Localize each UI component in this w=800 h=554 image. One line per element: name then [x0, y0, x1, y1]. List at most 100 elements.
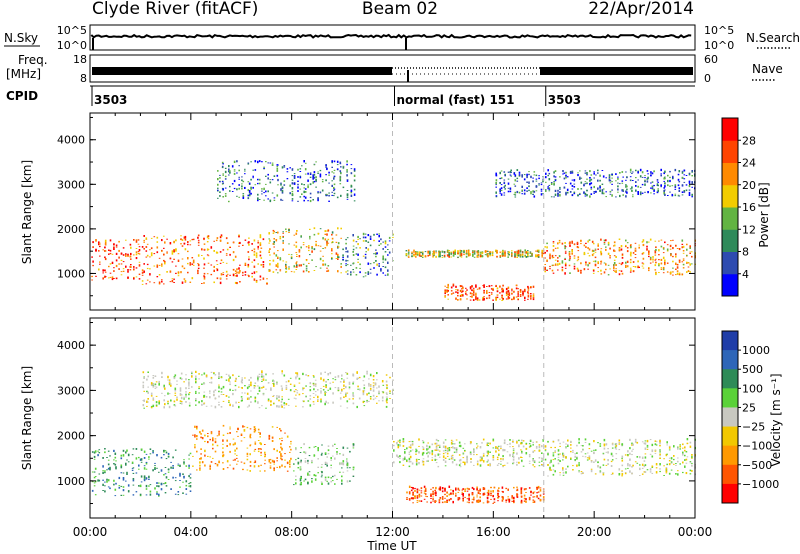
echo-cell [407, 251, 410, 253]
echo-cell [280, 385, 283, 387]
echo-cell [287, 380, 290, 383]
echo-cell [291, 200, 294, 202]
echo-cell [438, 446, 441, 448]
echo-cell [152, 404, 155, 408]
echo-cell [164, 467, 167, 468]
echo-cell [644, 464, 647, 466]
echo-cell [375, 253, 377, 255]
echo-cell [611, 177, 613, 179]
echo-cell [476, 445, 479, 447]
echo-cell [664, 178, 666, 180]
echo-cell [273, 230, 275, 233]
echo-cell [355, 241, 358, 243]
echo-cell [221, 181, 224, 183]
echo-cell [224, 187, 227, 189]
echo-cell [416, 500, 419, 502]
echo-cell [198, 392, 200, 394]
echo-cell [429, 251, 431, 254]
echo-cell [122, 494, 125, 496]
echo-cell [185, 387, 187, 390]
echo-cell [325, 194, 327, 196]
echo-cell [611, 183, 613, 185]
echo-cell [644, 175, 646, 177]
echo-cell [341, 479, 343, 482]
echo-cell [507, 295, 510, 298]
echo-cell [457, 251, 459, 253]
echo-cell [321, 471, 323, 474]
echo-cell [248, 386, 250, 388]
echo-cell [501, 294, 503, 297]
echo-cell [599, 189, 601, 192]
echo-cell [466, 298, 468, 300]
echo-cell [605, 464, 608, 466]
echo-cell [115, 259, 118, 262]
echo-cell [674, 185, 677, 187]
echo-cell [244, 392, 246, 394]
echo-cell [430, 497, 432, 499]
echo-cell [259, 242, 262, 245]
echo-cell [147, 401, 149, 403]
echo-cell [495, 299, 497, 301]
echo-cell [104, 241, 107, 244]
echo-cell [658, 259, 660, 261]
echo-cell [458, 444, 461, 447]
echo-cell [609, 190, 612, 192]
echo-cell [641, 183, 644, 186]
echo-cell [152, 375, 155, 377]
echo-cell [210, 431, 213, 433]
echo-cell [109, 252, 112, 255]
echo-cell [122, 486, 125, 488]
echo-cell [427, 442, 429, 444]
echo-cell [203, 276, 206, 278]
echo-cell [519, 295, 522, 297]
echo-cell [684, 454, 686, 457]
echo-cell [492, 455, 495, 457]
echo-cell [412, 497, 414, 499]
echo-cell [333, 172, 335, 174]
echo-cell [346, 447, 349, 449]
echo-cell [508, 498, 511, 501]
echo-cell [488, 297, 491, 299]
echo-cell [475, 293, 477, 296]
echo-cell [678, 261, 681, 263]
echo-cell [185, 391, 187, 393]
echo-cell [569, 241, 571, 244]
echo-cell [228, 168, 230, 171]
echo-cell [324, 233, 327, 235]
echo-cell [177, 494, 180, 496]
echo-cell [346, 163, 348, 166]
echo-cell [236, 457, 238, 459]
echo-cell [93, 485, 96, 487]
echo-cell [439, 251, 441, 253]
echo-cell [516, 251, 518, 253]
echo-cell [267, 198, 269, 200]
echo-cell [573, 268, 576, 270]
echo-cell [460, 250, 463, 252]
power-colorbar-segment [722, 273, 738, 297]
echo-cell [571, 250, 573, 253]
echo-cell [342, 248, 344, 251]
echo-cell [509, 439, 511, 441]
echo-cell [589, 170, 591, 173]
echo-cell [346, 467, 349, 469]
echo-cell [678, 272, 681, 275]
echo-cell [312, 176, 314, 178]
echo-cell [238, 271, 240, 274]
echo-cell [257, 450, 260, 453]
echo-cell [280, 400, 283, 403]
echo-cell [207, 441, 209, 444]
echo-cell [600, 252, 603, 254]
echo-cell [639, 464, 641, 466]
echo-cell [411, 251, 413, 253]
echo-cell [183, 396, 185, 398]
echo-cell [496, 464, 499, 466]
echo-cell [325, 174, 327, 176]
echo-cell [346, 196, 349, 198]
echo-cell [175, 265, 177, 267]
echo-cell [579, 177, 581, 180]
echo-cell [299, 452, 302, 453]
echo-cell [353, 200, 356, 202]
echo-cell [482, 452, 485, 454]
echo-cell [257, 197, 259, 200]
echo-cell [441, 487, 444, 490]
